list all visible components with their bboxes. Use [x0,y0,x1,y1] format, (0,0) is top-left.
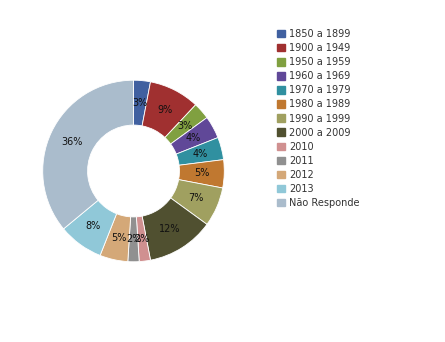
Wedge shape [100,214,131,262]
Text: 12%: 12% [159,224,181,234]
Wedge shape [64,200,117,255]
Wedge shape [43,80,134,229]
Text: 3%: 3% [132,98,148,108]
Legend: 1850 a 1899, 1900 a 1949, 1950 a 1959, 1960 a 1969, 1970 a 1979, 1980 a 1989, 19: 1850 a 1899, 1900 a 1949, 1950 a 1959, 1… [277,29,360,208]
Text: 2%: 2% [126,234,141,244]
Wedge shape [176,137,223,165]
Text: 4%: 4% [186,133,201,143]
Text: 36%: 36% [61,137,82,147]
Text: 7%: 7% [189,193,204,203]
Text: 8%: 8% [86,221,101,231]
Wedge shape [170,118,218,154]
Text: 4%: 4% [192,149,207,159]
Text: 3%: 3% [177,121,192,131]
Wedge shape [142,82,196,137]
Text: 9%: 9% [157,105,172,115]
Text: 5%: 5% [194,168,210,178]
Wedge shape [178,160,224,188]
Wedge shape [136,216,150,262]
Wedge shape [142,198,207,260]
Wedge shape [165,105,207,144]
Text: 2%: 2% [134,234,150,244]
Wedge shape [170,180,222,224]
Wedge shape [134,80,150,126]
Wedge shape [128,217,139,262]
Text: 5%: 5% [111,233,126,243]
